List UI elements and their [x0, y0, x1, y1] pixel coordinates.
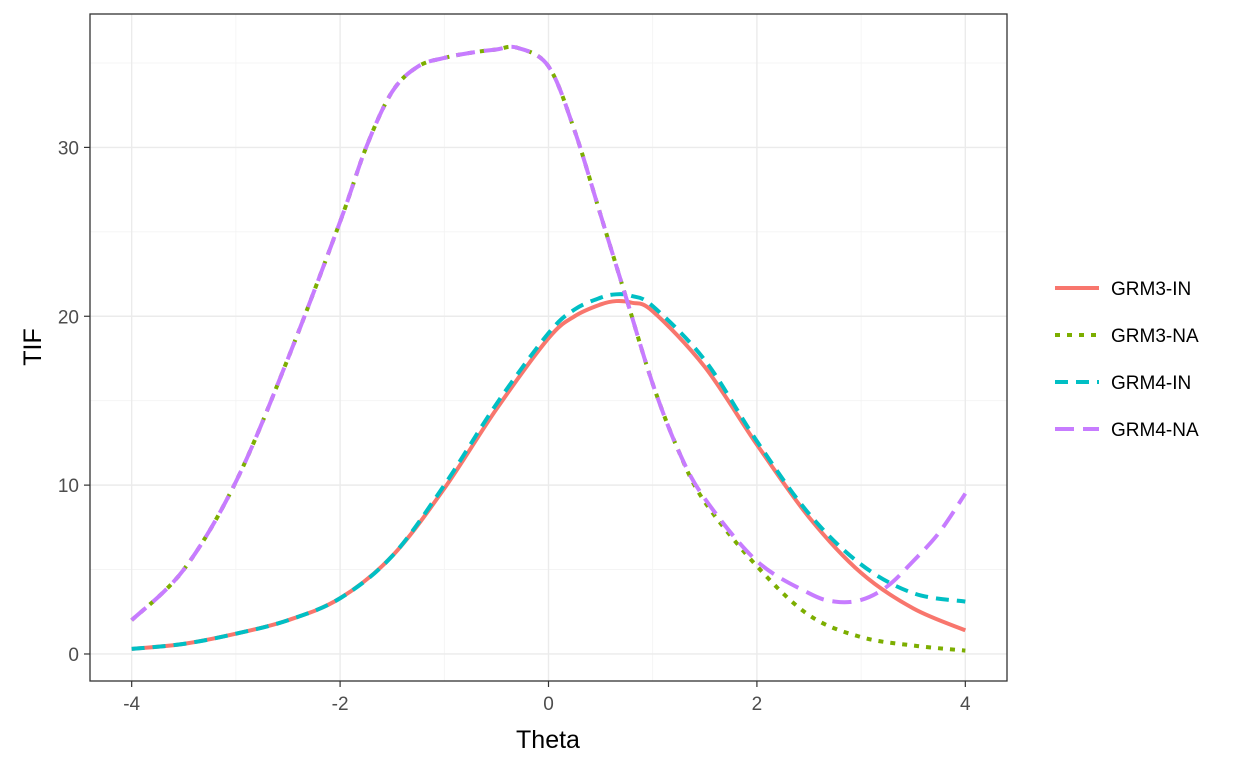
x-tick-label-4: 4 [960, 694, 971, 715]
series-line-grm4-in [131, 292, 966, 651]
y-axis: 0 10 20 30 [58, 138, 90, 666]
x-axis-title: Theta [516, 726, 580, 754]
x-tick-label-1: -2 [332, 694, 349, 715]
legend-label-grm3-in: GRM3-IN [1111, 279, 1191, 300]
y-tick-label-1: 10 [58, 476, 79, 497]
series-line-grm4-na [130, 44, 967, 622]
legend-label-grm3-na: GRM3-NA [1111, 326, 1199, 347]
y-tick-label-3: 30 [58, 138, 79, 159]
y-tick-label-0: 0 [68, 645, 79, 666]
y-tick-label-2: 20 [58, 307, 79, 328]
x-tick-label-3: 2 [752, 694, 763, 715]
x-axis: -4 -2 0 2 4 [123, 681, 971, 715]
x-tick-label-0: -4 [123, 694, 140, 715]
legend-label-grm4-in: GRM4-IN [1111, 373, 1191, 394]
x-tick-label-2: 0 [543, 694, 554, 715]
legend: GRM3-IN GRM3-NA GRM4-IN GRM4-NA [1055, 279, 1199, 441]
series-layer [130, 44, 967, 653]
legend-label-grm4-na: GRM4-NA [1111, 420, 1199, 441]
grid-major [90, 14, 1007, 681]
y-axis-title: TIF [19, 328, 47, 366]
